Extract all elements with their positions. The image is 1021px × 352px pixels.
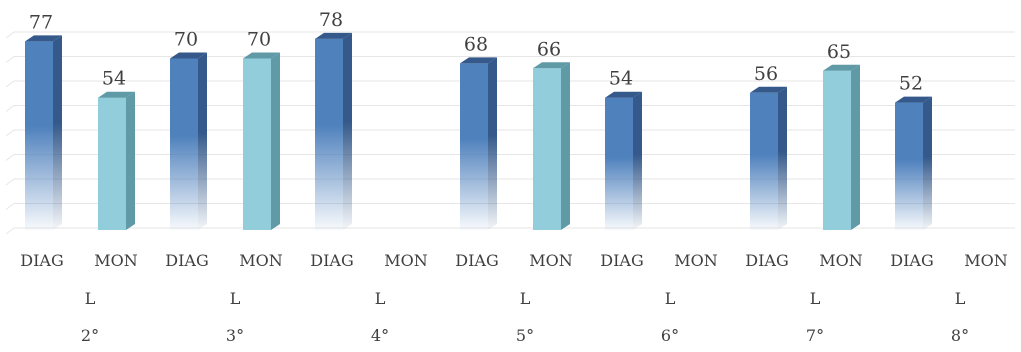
category-label: MON xyxy=(674,251,718,270)
group-label: 8° xyxy=(951,326,969,345)
category-label: MON xyxy=(819,251,863,270)
bar xyxy=(895,96,932,230)
gridline xyxy=(5,31,1015,39)
group-label: 6° xyxy=(661,326,679,345)
group-sub-label: L xyxy=(810,289,821,308)
gridline xyxy=(5,154,1015,161)
bar xyxy=(98,91,135,230)
gridline xyxy=(5,129,1015,137)
category-label: DIAG xyxy=(310,251,353,270)
category-label: DIAG xyxy=(745,251,788,270)
bar xyxy=(750,86,787,230)
group-label: 3° xyxy=(226,326,244,345)
group-sub-label: L xyxy=(955,289,966,308)
data-label: 54 xyxy=(609,68,633,90)
group-label: 4° xyxy=(371,326,389,345)
data-label: 65 xyxy=(827,41,851,63)
data-label: 54 xyxy=(102,68,126,90)
gridline xyxy=(5,80,1015,88)
category-label: DIAG xyxy=(20,251,63,270)
data-label: 56 xyxy=(754,63,778,85)
bar xyxy=(25,35,62,230)
data-label: 66 xyxy=(537,38,561,60)
data-label: 68 xyxy=(464,33,488,55)
group-sub-label: L xyxy=(375,289,386,308)
x-axis-labels: DIAG MON L 2° DIAG MON L 3° DIAG MON L 4° DIAG MON L 5°… xyxy=(20,251,1007,345)
group-sub-label: L xyxy=(665,289,676,308)
group-label: 5° xyxy=(516,326,534,345)
category-label: MON xyxy=(384,251,428,270)
group-sub-label: L xyxy=(85,289,96,308)
data-label: 78 xyxy=(319,9,343,31)
bars xyxy=(25,32,932,231)
bar xyxy=(460,57,497,231)
gridline xyxy=(5,227,1015,235)
bar xyxy=(315,32,352,231)
category-label: MON xyxy=(529,251,573,270)
bar xyxy=(243,52,280,230)
gridline xyxy=(5,56,1015,63)
group-label: 2° xyxy=(81,326,99,345)
category-label: DIAG xyxy=(455,251,498,270)
data-labels: 77 54 70 70 78 68 66 54 56 65 52 xyxy=(29,9,923,95)
gridlines xyxy=(5,31,1015,235)
category-label: DIAG xyxy=(165,251,208,270)
category-label: DIAG xyxy=(600,251,643,270)
data-label: 70 xyxy=(174,29,198,51)
group-sub-label: L xyxy=(520,289,531,308)
group-sub-label: L xyxy=(230,289,241,308)
category-label: MON xyxy=(94,251,138,270)
category-label: MON xyxy=(964,251,1008,270)
bar xyxy=(823,64,860,230)
data-label: 77 xyxy=(29,11,53,33)
bar xyxy=(533,62,570,230)
group-label: 7° xyxy=(806,326,824,345)
bar xyxy=(170,52,207,230)
category-label: DIAG xyxy=(890,251,933,270)
gridline xyxy=(5,105,1015,112)
category-label: MON xyxy=(239,251,283,270)
bar xyxy=(605,91,642,230)
data-label: 52 xyxy=(899,73,923,95)
gridline xyxy=(5,203,1015,210)
data-label: 70 xyxy=(247,29,271,51)
gridline xyxy=(5,178,1015,186)
